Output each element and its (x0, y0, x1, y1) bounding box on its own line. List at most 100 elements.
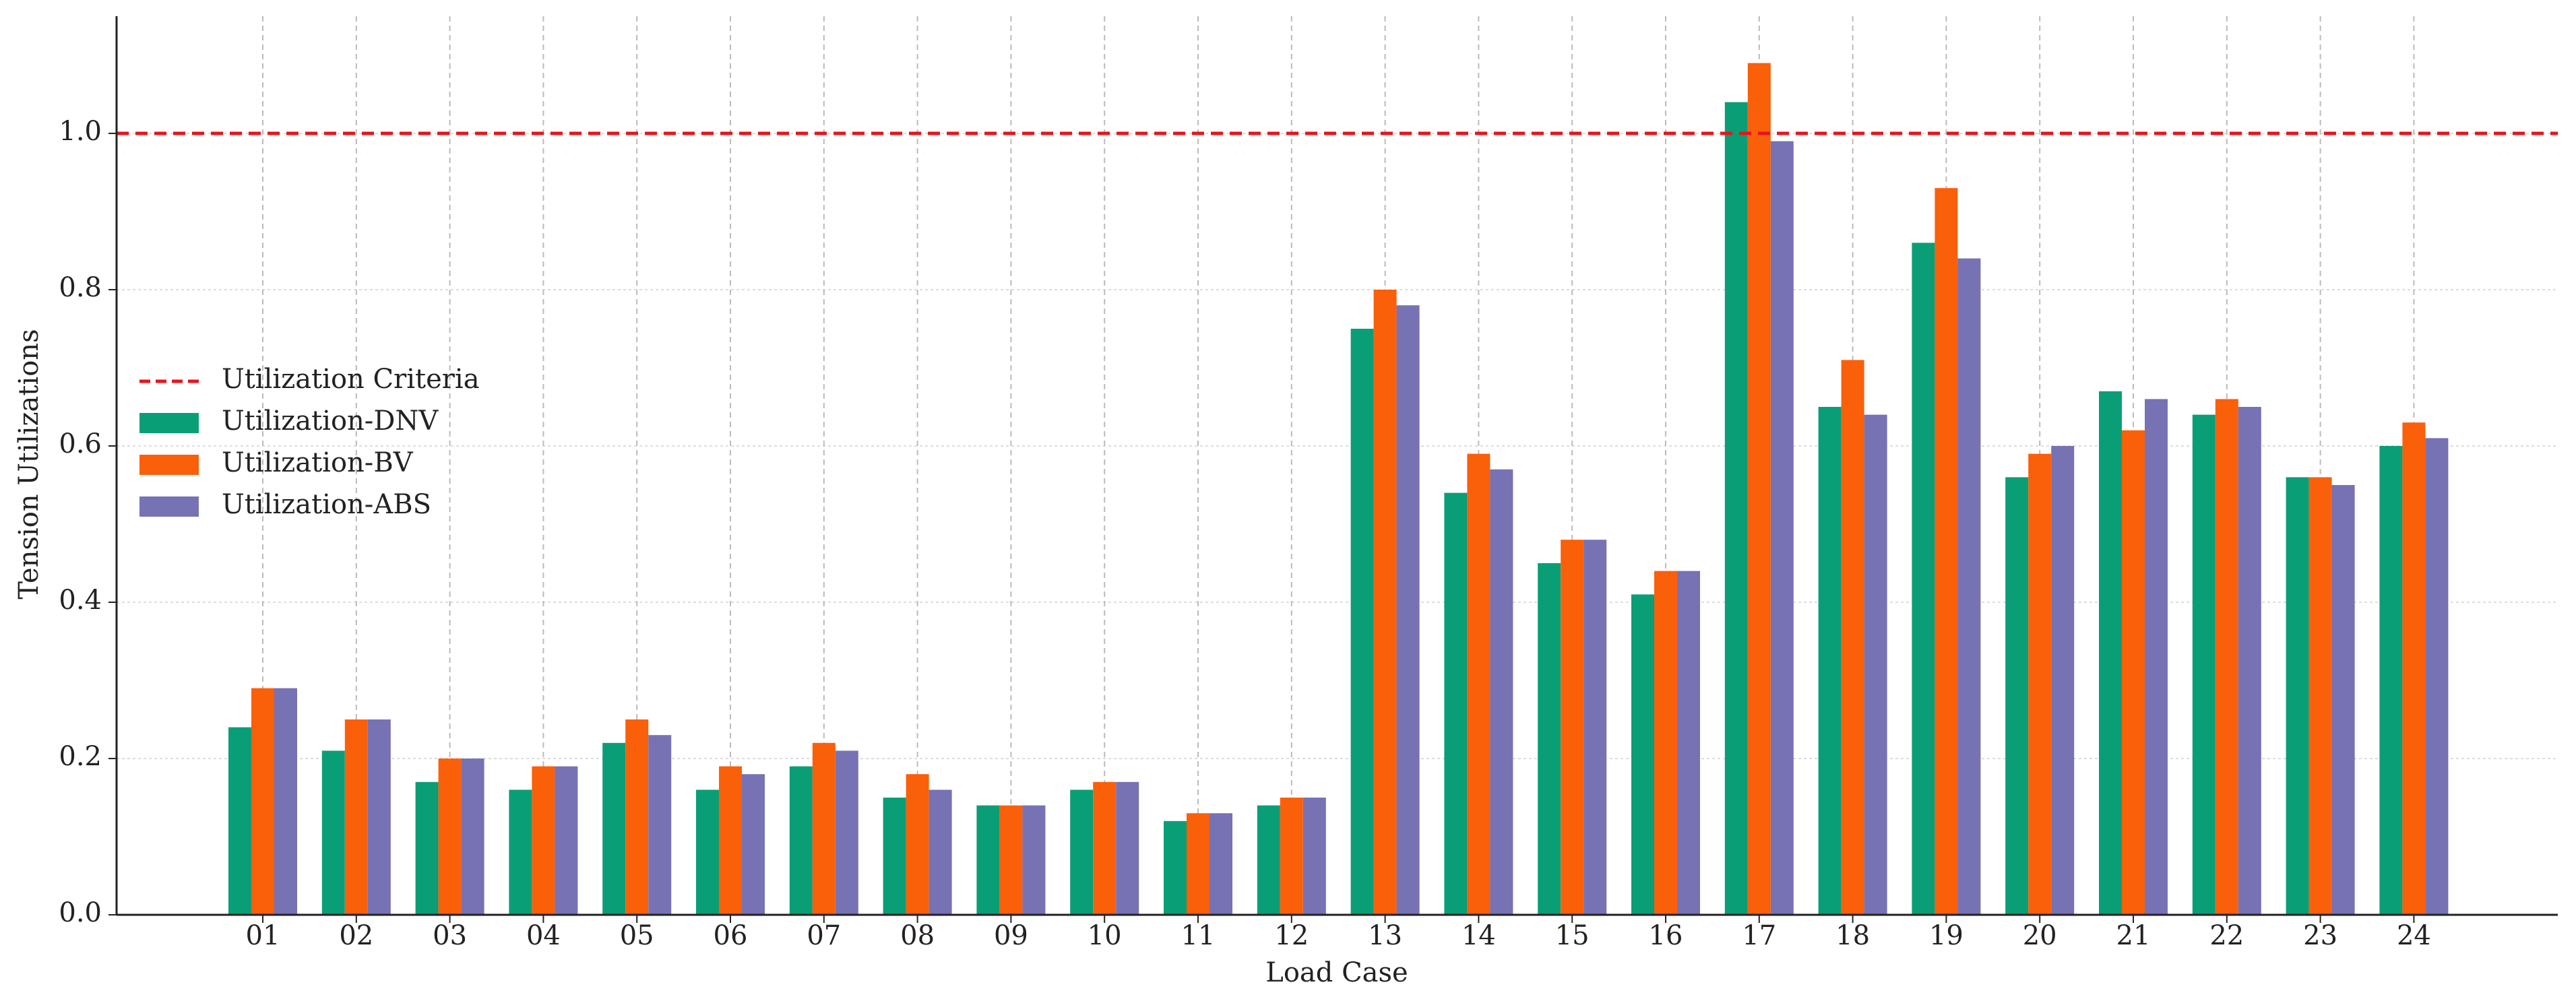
bar (1444, 492, 1468, 915)
bar (1116, 781, 1139, 915)
bar (2005, 477, 2029, 915)
legend-label: Utilization-ABS (222, 489, 431, 520)
bar (883, 798, 906, 915)
x-tick-label: 18 (1835, 920, 1870, 951)
x-tick-label: 23 (2303, 920, 2337, 951)
bar (1164, 821, 1187, 915)
legend-swatch (139, 496, 199, 517)
bar (461, 759, 484, 915)
bar (2215, 399, 2238, 915)
bar (1841, 360, 1864, 915)
bar (2145, 399, 2168, 915)
x-tick-label: 11 (1181, 920, 1216, 951)
bar (367, 719, 391, 915)
x-tick-label: 19 (1929, 920, 1964, 951)
bar (1467, 453, 1490, 915)
y-tick-label: 0.0 (59, 897, 102, 928)
bar (1864, 414, 1887, 915)
y-tick-label: 0.2 (59, 741, 102, 772)
bar (1280, 798, 1303, 915)
bar (1302, 798, 1326, 915)
bar (251, 688, 274, 915)
bar (2425, 438, 2449, 915)
legend-label: Utilization-BV (222, 447, 414, 478)
bar (648, 735, 672, 915)
bar (1935, 188, 1958, 915)
bar (1350, 329, 1374, 915)
bar (438, 759, 462, 915)
bar (999, 805, 1023, 915)
bar (509, 790, 532, 915)
bar (976, 805, 1000, 915)
bar (812, 742, 836, 915)
bar (1583, 540, 1607, 915)
bar (344, 719, 368, 915)
y-tick-label: 0.8 (59, 272, 102, 303)
x-tick-label: 05 (620, 920, 654, 951)
bar (1631, 594, 1654, 915)
bar (1747, 63, 1771, 915)
x-tick-label: 04 (526, 920, 561, 951)
y-tick-label: 0.6 (59, 428, 102, 459)
legend-label: Utilization Criteria (222, 364, 480, 395)
x-tick-label: 13 (1368, 920, 1402, 951)
x-tick-label: 10 (1088, 920, 1122, 951)
bar (1373, 290, 1397, 915)
bar (2286, 477, 2309, 915)
x-tick-label: 12 (1274, 920, 1309, 951)
bar (2122, 430, 2145, 915)
bar (1396, 305, 1420, 915)
bar (2028, 453, 2052, 915)
x-axis-label: Load Case (1265, 957, 1408, 988)
bar (1724, 102, 1748, 915)
x-tick-label: 21 (2116, 920, 2151, 951)
bar (1490, 469, 1513, 915)
bar (2192, 414, 2216, 915)
bar (1187, 813, 1210, 915)
bar (2331, 485, 2355, 915)
bar (1677, 571, 1700, 915)
bar (2308, 477, 2332, 915)
bar (602, 742, 626, 915)
x-tick-label: 14 (1462, 920, 1496, 951)
x-tick-label: 22 (2209, 920, 2244, 951)
legend-swatch (139, 455, 199, 475)
bar (2402, 422, 2426, 915)
bar (789, 766, 813, 915)
bar (415, 781, 439, 915)
x-tick-label: 01 (246, 920, 280, 951)
x-tick-label: 08 (900, 920, 935, 951)
bar (555, 766, 578, 915)
bar (1093, 781, 1117, 915)
bar (228, 727, 251, 915)
bar (1257, 805, 1280, 915)
bar (532, 766, 555, 915)
bar (1070, 790, 1094, 915)
legend-label: Utilization-DNV (222, 406, 439, 437)
bar (696, 790, 719, 915)
bar (274, 688, 297, 915)
x-tick-label: 09 (994, 920, 1028, 951)
y-axis-label: Tension Utilizations (13, 329, 44, 599)
bar (1538, 563, 1561, 915)
legend-swatch (139, 413, 199, 433)
x-tick-label: 17 (1742, 920, 1776, 951)
x-tick-label: 03 (433, 920, 467, 951)
bar (742, 774, 765, 915)
bar (835, 750, 858, 915)
bar (906, 774, 929, 915)
x-tick-label: 15 (1555, 920, 1590, 951)
x-tick-label: 16 (1649, 920, 1683, 951)
bar (625, 719, 649, 915)
x-tick-label: 06 (714, 920, 748, 951)
y-tick-label: 1.0 (59, 116, 102, 147)
bar (2379, 446, 2403, 915)
bar (1561, 540, 1584, 915)
bar (1818, 407, 1842, 915)
x-tick-label: 20 (2023, 920, 2057, 951)
x-tick-label: 24 (2397, 920, 2431, 951)
bar (719, 766, 742, 915)
bar (1654, 571, 1677, 915)
y-tick-label: 0.4 (59, 585, 102, 616)
